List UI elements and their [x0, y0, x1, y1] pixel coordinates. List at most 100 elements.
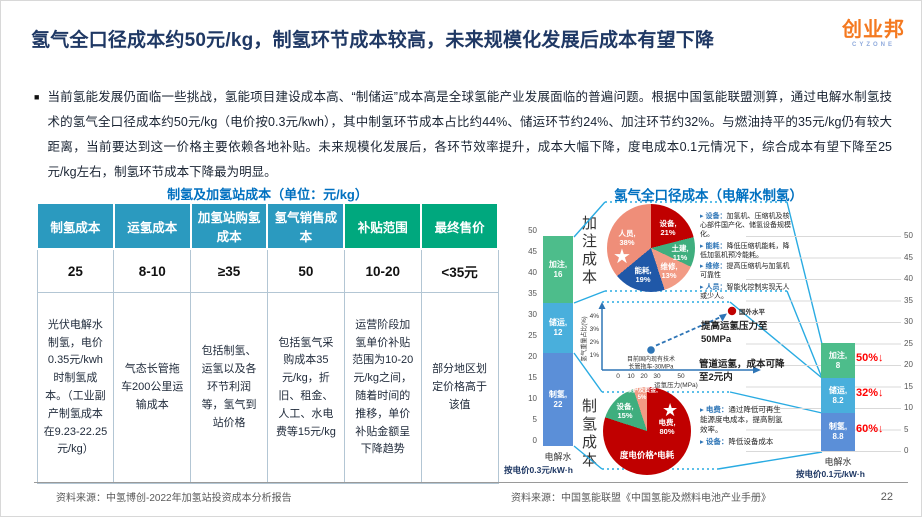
source-right: 资料来源：中国氢能联盟《中国氢能及燃料电池产业手册》 [511, 493, 771, 504]
drop-percent-storage: 32%↓ [856, 387, 884, 399]
table-header-row: 制氢成本 运氢成本 加氢站购氢成本 氢气销售成本 补贴范围 最终售价 [36, 202, 499, 250]
star-icon: ★ [613, 246, 631, 268]
axis-tick: 35 [528, 289, 537, 298]
drop-percent-refuel: 50%↓ [856, 352, 884, 364]
pie-slice-label: 维护及资金, 5% [626, 388, 658, 402]
intro-text: 当前氢能发展仍面临一些挑战，氢能项目建设成本高、“制储运”成本高是全球氢能产业发… [47, 90, 892, 179]
chart-title: 氢气全口径成本（电解水制氢） [614, 188, 803, 203]
table-cell: 包括制氢、运氢以及各环节利润等，氢气到站价格 [190, 292, 268, 484]
arrow-bullet-icon: ▸ [700, 242, 704, 250]
pie-slice-label: 电费, 80% [658, 418, 676, 436]
col-header: 运氢成本 [112, 202, 192, 250]
table-cell: 8-10 [113, 248, 192, 293]
segment-label: 储运, [828, 385, 848, 395]
bullet-item: ▸ 电费：通过降低可再生能源度电成本，提高制氢效率。 [700, 405, 783, 434]
axis-tick: 50 [904, 231, 913, 240]
arrow-bullet-icon: ▸ [700, 436, 704, 446]
segment-label: 制氢, [548, 389, 568, 399]
table-cell: 包括氢气采购成本35元/kg，折旧、租金、人工、水电费等15元/kg [266, 292, 345, 484]
domestic-point-label: 目前国内现有技术 [627, 355, 675, 363]
axis-tick: 25 [528, 331, 537, 340]
arrow-bullet-icon: ▸ [700, 283, 704, 291]
segment-value: 12 [553, 328, 563, 337]
refueling-bullets: ▸ 设备：加氢机、压缩机及核心部件国产化、储氢设备规模化。 ▸ 能耗：降低压缩机… [700, 212, 792, 303]
ytick: 4% [590, 313, 600, 320]
segment-value: 8.2 [832, 395, 844, 405]
axis-tick: 40 [528, 268, 537, 277]
cyzone-logo: 创业邦 CYZONE [842, 19, 905, 49]
refueling-pie-chart [607, 204, 695, 292]
ytick: 2% [590, 339, 600, 346]
segment-value: 22 [553, 399, 563, 409]
arrow-bullet-icon: ▸ [700, 263, 704, 271]
pie-slice-label: 设备, 15% [616, 402, 634, 420]
xtick: 50 [677, 373, 685, 380]
production-bullets: ▸ 电费：通过降低可再生能源度电成本，提高制氢效率。 ▸ 设备：降低设备成本 [700, 405, 788, 449]
star-icon: ★ [662, 400, 679, 420]
bullet-item: ▸ 维修：提高压缩机与加氢机可靠性 [700, 263, 790, 280]
segment-label: 制氢, [828, 422, 848, 432]
segment-value: 8 [835, 360, 841, 370]
footer-divider [34, 482, 908, 483]
table-cell: 25 [36, 248, 115, 293]
axis-tick: 15 [904, 382, 913, 391]
axis-tick: 45 [904, 253, 913, 262]
ytick: 1% [590, 352, 600, 359]
price-caption-right: 按电价0.1元/kW·h [796, 469, 865, 479]
col-header: 加氢站购氢成本 [189, 202, 269, 250]
table-descriptions-row: 光伏电解水制氢，电价0.35元/kwh时制氢成本。（工业副产制氢成本在9.23-… [36, 292, 499, 484]
cost-table: 制氢成本 运氢成本 加氢站购氢成本 氢气销售成本 补贴范围 最终售价 25 8-… [36, 202, 499, 484]
domestic-point-label2: 长管拖车-30MPa [628, 363, 674, 371]
axis-tick: 40 [904, 274, 913, 283]
bullet-item: ▸ 设备：加氢机、压缩机及核心部件国产化、储氢设备规模化。 [700, 213, 791, 239]
axis-tick: 0 [904, 446, 909, 455]
transport-note-pipeline: 管道运氢，成本可降至2元内 [699, 359, 785, 383]
ytick: 3% [590, 326, 600, 333]
segment-label: 加注, [548, 259, 568, 269]
axis-tick: 20 [528, 352, 537, 361]
axis-tick: 25 [904, 339, 913, 348]
mini-xaxis-label: 运氢压力(MPa) [654, 380, 698, 389]
bullet-item: ▸ 人员：智能化控制实现无人或少人。 [700, 283, 790, 300]
xaxis-label-left: 电解水 [544, 452, 572, 462]
axis-tick: 30 [904, 317, 913, 326]
intro-paragraph: ■ 当前氢能发展仍面临一些挑战，氢能项目建设成本高、“制储运”成本高是全球氢能产… [34, 85, 892, 185]
axis-tick: 10 [528, 394, 537, 403]
table-title: 制氢及加氢站成本（单位：元/kg） [167, 187, 368, 202]
segment-label: 加注, [828, 350, 848, 360]
table-cell: 运营阶段加氢单价补贴范围为10-20 元/kg之间，随着时间的推移，单价补贴金额… [343, 292, 422, 484]
xtick: 30 [653, 373, 661, 380]
axis-tick: 20 [904, 360, 913, 369]
bar-segment-production-right: 制氢, 8.8 [821, 413, 855, 451]
logo-subtext: CYZONE [851, 42, 895, 48]
refueling-cost-label: 加注成本 [580, 215, 597, 287]
table-values-row: 25 8-10 ≥35 50 10-20 <35元 [36, 248, 499, 293]
axis-tick: 35 [904, 296, 913, 305]
table-cell: 10-20 [343, 248, 422, 293]
axis-tick: 5 [904, 425, 909, 434]
axis-tick: 15 [528, 373, 537, 382]
table-cell: <35元 [420, 248, 499, 293]
domestic-point [647, 346, 655, 354]
bullet-item: ▸ 能耗：降低压缩机能耗，降低加氢机预冷能耗。 [700, 242, 790, 259]
bullet-item: ▸ 设备：降低设备成本 [700, 436, 774, 446]
price-caption-left: 按电价0.3元/kW·h [504, 465, 573, 475]
table-cell: 光伏电解水制氢，电价0.35元/kwh时制氢成本。（工业副产制氢成本在9.23-… [36, 292, 115, 484]
production-pie-caption: 度电价格*电耗 [619, 450, 675, 460]
table-cell: 50 [266, 248, 345, 293]
axis-tick: 10 [904, 403, 913, 412]
pie-slice-label: 设备, 21% [659, 219, 677, 237]
arrow-bullet-icon: ▸ [700, 405, 704, 414]
col-header: 氢气销售成本 [266, 202, 346, 250]
drop-percent-production: 60%↓ [856, 423, 884, 435]
xtick: 0 [616, 373, 620, 380]
axis-tick: 5 [532, 415, 537, 424]
xaxis-label-right: 电解水 [824, 457, 852, 467]
table-cell: 部分地区划定价格高于该值 [420, 292, 499, 484]
col-header: 最终售价 [420, 202, 499, 250]
page-title: 氢气全口径成本约50元/kg，制氢环节成本较高，未来规模化发展后成本有望下降 [31, 30, 715, 51]
xtick: 10 [627, 373, 635, 380]
production-pie-chart [603, 387, 691, 475]
bar-segment-refuel-left: 加注, 16 [543, 236, 573, 303]
axis-tick: 0 [532, 436, 537, 445]
